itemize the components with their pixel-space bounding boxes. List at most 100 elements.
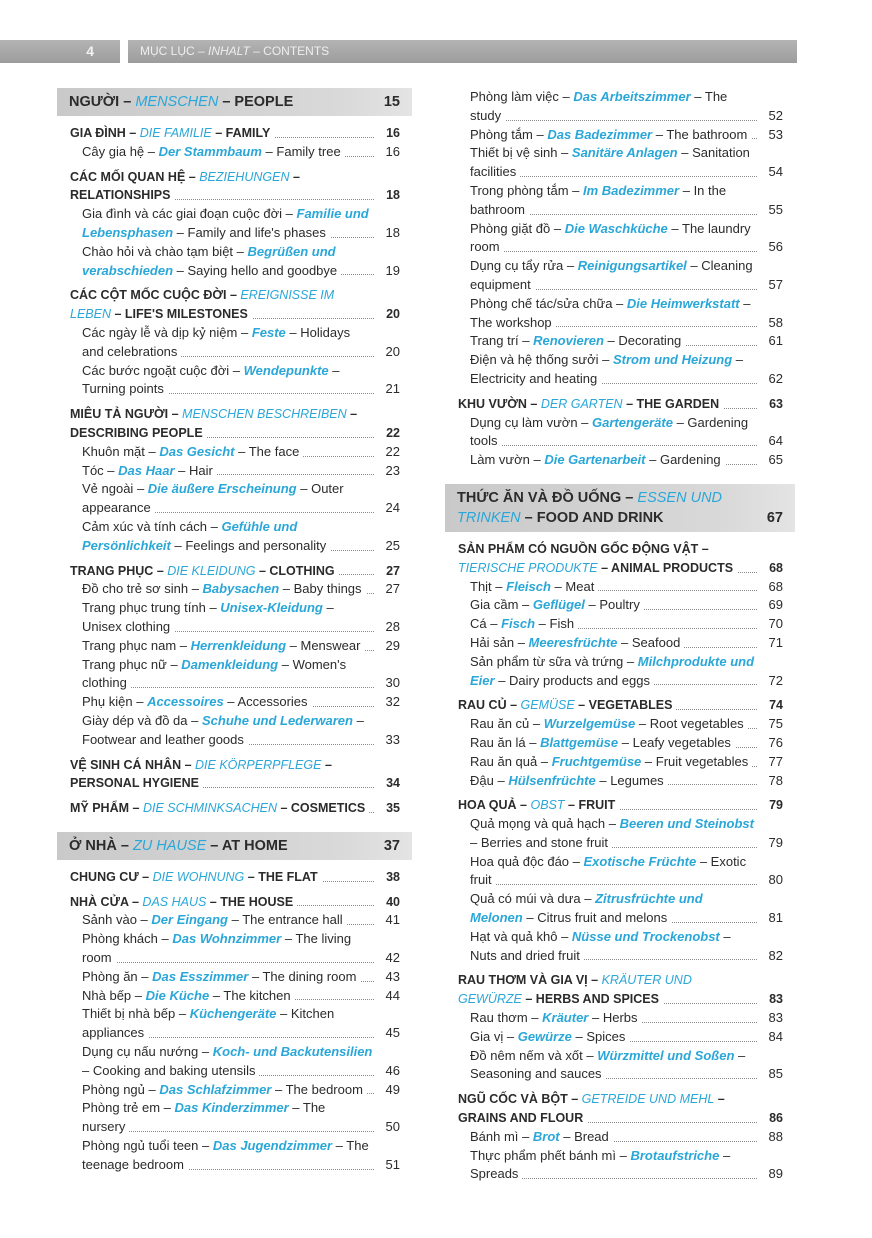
toc-entry[interactable]: Rau ăn quả – Fruchtgemüse – Fruit vegeta… [470,752,783,772]
toc-entry[interactable]: Hoa quả độc đáo – Exotische Früchte – Ex… [470,853,783,891]
title-vi: Rau thơm [470,1010,528,1026]
title-vi: Trong phòng tắm [470,182,569,198]
toc-entry[interactable]: Gia vị – Gewürze – Spices 84 [470,1027,783,1047]
title-de: Die äußere Erscheinung [147,481,297,497]
page-number: 68 [766,558,783,578]
toc-entry[interactable]: Hải sản – Meeresfrüchte – Seafood 71 [470,633,783,653]
toc-section[interactable]: CÁC CỘT MỐC CUỘC ĐỜI – EREIGNISSE IM LEB… [70,286,400,324]
toc-entry[interactable]: Thiết bị vệ sinh – Sanitäre Anlagen – Sa… [470,144,783,182]
toc-entry[interactable]: Thiết bị nhà bếp – Küchengeräte – Kitche… [82,1005,400,1044]
toc-section[interactable]: MIÊU TẢ NGƯỜI – MENSCHEN BESCHREIBEN – D… [70,405,400,443]
toc-section[interactable]: GIA ĐÌNH – DIE FAMILIE – FAMILY 16 [70,124,400,143]
dash-separator: – [618,734,633,750]
toc-entry[interactable]: Cây gia hệ – Der Stammbaum – Family tree… [82,142,400,162]
toc-section[interactable]: VỆ SINH CÁ NHÂN – DIE KÖRPERPFLEGE – PER… [70,756,400,794]
toc-section[interactable]: HOA QUẢ – OBST – FRUIT 79 [458,796,783,816]
toc-entry[interactable]: Gia đình và các giai đoạn cuộc đời – Fam… [82,205,400,243]
toc-chapter[interactable]: THỨC ĂN VÀ ĐỒ UỐNG – ESSEN UND TRINKEN –… [445,483,795,532]
header-title-vi: MỤC LỤC – [140,44,209,58]
title-de: Herrenkleidung [190,637,287,653]
title-de: EREIGNISSE IM LEBEN [70,288,335,322]
toc-section[interactable]: CHUNG CƯ – DIE WOHNUNG – THE FLAT 38 [70,867,400,887]
title-en: Menswear [300,637,361,653]
toc-entry[interactable]: Trong phòng tắm – Im Badezimmer – In the… [470,182,783,220]
toc-entry[interactable]: Làm vườn – Die Gartenarbeit – Gardening 6… [470,451,783,470]
entry-text: Làm vườn – Die Gartenarbeit – Gardening [470,452,725,468]
toc-entry[interactable]: Giày dép và đồ da – Schuhe und Lederware… [82,712,400,750]
toc-entry[interactable]: Cá – Fisch – Fish 70 [470,615,783,634]
toc-entry[interactable]: Thịt – Fleisch – Meat 68 [470,577,783,597]
title-en: FRUIT [578,798,616,813]
title-de: Hülsenfrüchte [508,772,596,788]
toc-entry[interactable]: Trang phục nữ – Damenkleidung – Women's … [82,656,400,694]
toc-entry[interactable]: Phòng chế tác/sửa chữa – Die Heimwerksta… [470,295,783,333]
toc-entry[interactable]: Sảnh vào – Der Eingang – The entrance ha… [82,911,400,931]
title-vi: Rau ăn quả [470,753,538,769]
title-vi: Trang phục nam [82,637,177,653]
toc-section[interactable]: RAU CỦ – GEMÜSE – VEGETABLES 74 [458,696,783,716]
toc-entry[interactable]: Bánh mì – Brot – Bread 88 [470,1127,783,1147]
dash-separator: – [635,716,650,732]
toc-entry[interactable]: Trang trí – Renovieren – Decorating 61 [470,332,783,352]
toc-entry[interactable]: Quả có múi và dưa – Zitrusfrüchte und Me… [470,890,783,928]
toc-entry[interactable]: Phòng ngủ – Das Schlafzimmer – The bedro… [82,1080,400,1100]
toc-entry[interactable]: Các bước ngoặt cuộc đời – Wendepunkte – … [82,362,400,400]
toc-entry[interactable]: Trang phục trung tính – Unisex-Kleidung … [82,599,400,637]
toc-entry[interactable]: Phòng ăn – Das Esszimmer – The dining ro… [82,967,400,987]
toc-entry[interactable]: Vẻ ngoài – Die äußere Erscheinung – Oute… [82,480,400,518]
toc-entry[interactable]: Rau ăn lá – Blattgemüse – Leafy vegetabl… [470,733,783,753]
toc-entry[interactable]: Trang phục nam – Herrenkleidung – Menswe… [82,636,400,656]
page-number: 62 [765,369,783,389]
page-number: 89 [765,1165,783,1185]
title-vi: Các bước ngoặt cuộc đời [82,362,230,378]
toc-chapter[interactable]: NGƯỜI – MENSCHEN – PEOPLE 15 [57,88,412,116]
toc-entry[interactable]: Phụ kiện – Accessoires – Accessories 32 [82,693,400,712]
toc-entry[interactable]: Chào hỏi và chào tạm biệt – Begrüßen und… [82,243,400,281]
toc-section[interactable]: KHU VƯỜN – DER GARTEN – THE GARDEN 63 [458,394,783,414]
toc-section[interactable]: RAU THƠM VÀ GIA VỊ – KRÄUTER UND GEWÜRZE… [458,971,783,1010]
toc-entry[interactable]: Đậu – Hülsenfrüchte – Legumes 78 [470,771,783,791]
toc-section[interactable]: CÁC MỐI QUAN HỆ – BEZIEHUNGEN – RELATION… [70,168,400,206]
toc-section[interactable]: TRANG PHỤC – DIE KLEIDUNG – CLOTHING 27 [70,561,400,581]
toc-entry[interactable]: Dụng cụ làm vườn – Gartengeräte – Garden… [470,414,783,452]
toc-section[interactable]: NGŨ CỐC VÀ BỘT – GETREIDE UND MEHL – GRA… [458,1090,783,1128]
toc-section[interactable]: MỸ PHẨM – DIE SCHMINKSACHEN – COSMETICS 3… [70,799,400,818]
entry-text: Nhà bếp – Die Küche – The kitchen [82,987,295,1003]
dash-separator: – [279,581,294,597]
toc-entry[interactable]: Hạt và quả khô – Nüsse und Trockenobst –… [470,928,783,966]
toc-entry[interactable]: Phòng tắm – Das Badezimmer – The bathroo… [470,125,783,145]
toc-entry[interactable]: Phòng khách – Das Wohnzimmer – The livin… [82,930,400,968]
toc-entry[interactable]: Phòng trẻ em – Das Kinderzimmer – The nu… [82,1099,400,1138]
title-vi: Sảnh vào [82,912,137,928]
toc-entry[interactable]: Quả mọng và quả hạch – Beeren und Steino… [470,815,783,853]
toc-chapter[interactable]: Ở NHÀ – ZU HAUSE – AT HOME 37 [57,831,412,860]
toc-entry[interactable]: Các ngày lễ và dịp kỷ niệm – Feste – Hol… [82,324,400,362]
toc-entry[interactable]: Khuôn mặt – Das Gesicht – The face 22 [82,442,400,462]
dash-separator: – [173,224,188,240]
toc-entry[interactable]: Đồ nêm nếm và xốt – Würzmittel und Soßen… [470,1047,783,1085]
toc-entry[interactable]: Rau thơm – Kräuter – Herbs 83 [470,1009,783,1028]
toc-entry[interactable]: Điện và hệ thống sưởi – Strom und Heizun… [470,351,783,389]
title-de: DAS HAUS [142,894,207,909]
toc-section[interactable]: SẢN PHẨM CÓ NGUỒN GỐC ĐỘNG VẬT – TIERISC… [458,540,783,578]
toc-entry[interactable]: Thực phẩm phết bánh mì – Brotaufstriche … [470,1147,783,1185]
toc-section[interactable]: NHÀ CỬA – DAS HAUS – THE HOUSE 40 [70,892,400,912]
dash-separator: – [116,837,133,854]
toc-entry[interactable]: Phòng làm việc – Das Arbeitszimmer – The… [470,88,783,126]
toc-entry[interactable]: Rau ăn củ – Wurzelgemüse – Root vegetabl… [470,715,783,734]
toc-entry[interactable]: Gia cầm – Geflügel – Poultry 69 [470,596,783,616]
title-de: Das Schlafzimmer [159,1081,272,1097]
title-de: Der Stammbaum [158,143,262,159]
title-de: Geflügel [532,597,585,613]
toc-entry[interactable]: Sản phẩm từ sữa và trứng – Milchprodukte… [470,653,783,691]
toc-entry[interactable]: Dụng cụ nấu nướng – Koch- und Backutensi… [82,1043,400,1081]
toc-entry[interactable]: Dụng cụ tẩy rửa – Reinigungsartikel – Cl… [470,257,783,295]
toc-entry[interactable]: Phòng ngủ tuổi teen – Das Jugendzimmer –… [82,1137,400,1175]
page-number: 27 [383,561,400,581]
dash-separator: – [516,798,531,813]
toc-entry[interactable]: Nhà bếp – Die Küche – The kitchen 44 [82,986,400,1006]
toc-entry[interactable]: Cảm xúc và tính cách – Gefühle und Persö… [82,518,400,556]
toc-entry[interactable]: Phòng giặt đồ – Die Waschküche – The lau… [470,220,783,258]
toc-entry[interactable]: Tóc – Das Haar – Hair 23 [82,461,400,481]
toc-entry[interactable]: Đồ cho trẻ sơ sinh – Babysachen – Baby t… [82,580,400,600]
